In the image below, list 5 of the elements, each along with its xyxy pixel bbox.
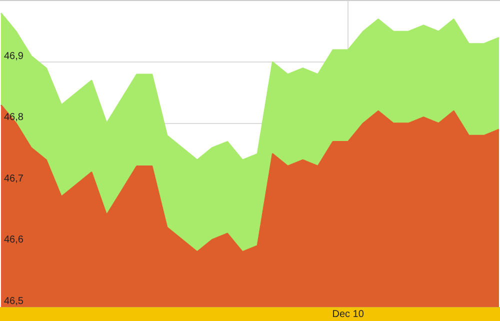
y-tick-label: 46,7 (4, 173, 24, 184)
y-tick-label: 46,6 (4, 234, 24, 246)
y-tick-label: 46,5 (4, 296, 24, 307)
y-tick-label: 46,9 (4, 50, 24, 62)
x-tick-label: Dec 10 (332, 308, 364, 320)
